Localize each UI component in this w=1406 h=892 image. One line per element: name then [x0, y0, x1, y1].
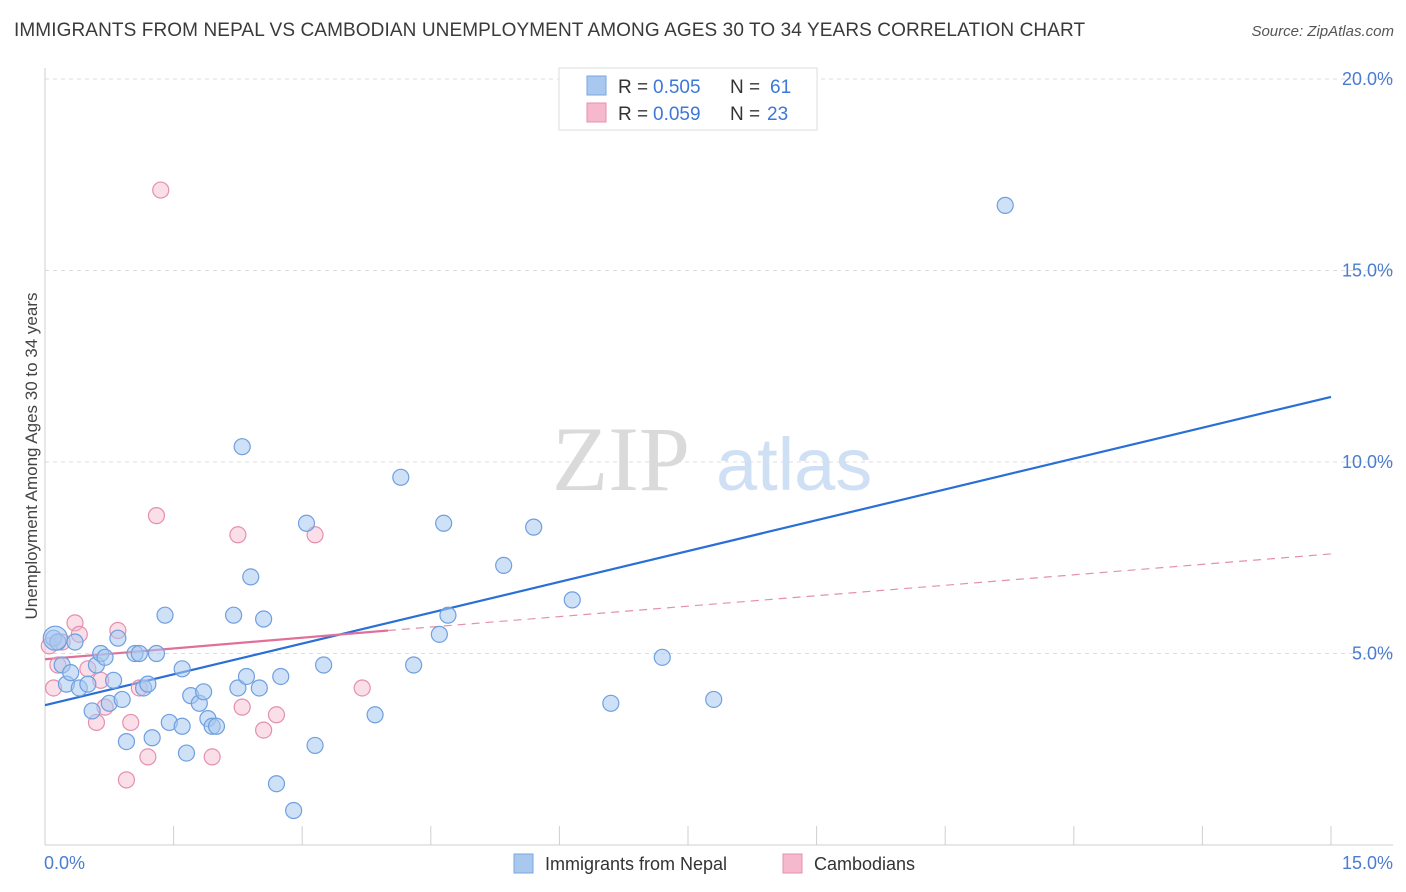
legend-swatch-nepal: [586, 75, 607, 96]
point-nepal: [306, 736, 324, 755]
point-nepal: [297, 514, 316, 532]
point-nepal: [173, 717, 191, 735]
point-nepal: [285, 801, 303, 820]
legend-n-value-nepal: 61: [770, 77, 791, 98]
axes: [44, 68, 1393, 846]
point-nepal: [405, 656, 423, 674]
point-nepal: [143, 729, 161, 747]
point-nepal: [147, 644, 166, 663]
point-nepal: [207, 717, 226, 735]
point-nepal: [392, 468, 410, 486]
point-nepal: [996, 196, 1014, 214]
point-nepal: [255, 610, 273, 628]
point-nepal: [79, 675, 97, 693]
legend-n-label-cambodians: N =: [730, 104, 765, 125]
point-nepal: [104, 671, 123, 689]
bottom-legend-label-cambodians: Cambodians: [814, 854, 915, 874]
bottom-legend-swatch-cambodians: [782, 853, 803, 874]
point-cambodians: [139, 748, 157, 766]
point-nepal: [195, 683, 213, 701]
point-cambodians: [306, 526, 324, 544]
point-nepal: [250, 679, 268, 697]
x-tick-label: 0.0%: [44, 853, 85, 873]
point-cambodians: [147, 507, 166, 525]
legend-swatch-cambodians: [586, 102, 607, 123]
trend-line-cambodians-extension: [387, 553, 1332, 632]
top-legend: R = 0.505 N = 61 R = 0.059 N = 23: [558, 67, 818, 131]
point-nepal: [233, 438, 251, 456]
trend-line-nepal: [44, 395, 1332, 707]
point-cambodians: [122, 713, 140, 732]
point-nepal: [177, 744, 196, 762]
legend-r-label-cambodians: R =: [618, 104, 653, 125]
data-points: [40, 181, 1014, 820]
point-nepal: [602, 694, 620, 712]
point-cambodians: [203, 748, 221, 766]
bottom-legend-swatch-nepal: [513, 853, 534, 874]
source-label: Source: ZipAtlas.com: [1251, 23, 1394, 40]
point-nepal: [113, 690, 131, 709]
point-nepal: [66, 633, 84, 651]
legend-r-value-cambodians: 0.059: [653, 104, 701, 125]
point-nepal: [225, 606, 243, 624]
y-tick-label: 10.0%: [1342, 452, 1393, 472]
y-tick-label: 5.0%: [1352, 644, 1393, 664]
point-nepal: [96, 648, 114, 666]
point-nepal: [130, 644, 148, 663]
point-nepal: [272, 667, 290, 686]
point-cambodians: [267, 706, 286, 724]
point-nepal: [237, 667, 256, 686]
point-nepal: [653, 648, 671, 666]
point-nepal: [156, 606, 174, 624]
y-tick-label: 15.0%: [1342, 261, 1393, 281]
point-nepal: [435, 514, 453, 532]
x-tick-label: 15.0%: [1342, 853, 1393, 873]
bottom-legend: Immigrants from Nepal Cambodians: [513, 853, 915, 874]
point-nepal: [563, 591, 581, 609]
point-nepal: [366, 706, 384, 724]
point-nepal: [109, 629, 127, 647]
point-nepal: [42, 625, 68, 651]
watermark-atlas: atlas: [716, 423, 872, 506]
watermark-zip: ZIP: [552, 408, 690, 510]
point-nepal: [242, 568, 260, 586]
legend-n-value-cambodians: 23: [767, 104, 788, 125]
tick-labels: 5.0% 10.0% 15.0% 20.0% 0.0% 15.0%: [44, 69, 1393, 873]
point-nepal: [173, 660, 191, 678]
point-nepal: [439, 606, 457, 624]
legend-r-label-nepal: R =: [618, 77, 653, 98]
point-nepal: [229, 679, 247, 697]
legend-r-value-nepal: 0.505: [653, 77, 701, 98]
point-nepal: [139, 675, 157, 693]
bottom-legend-label-nepal: Immigrants from Nepal: [545, 854, 727, 874]
point-cambodians: [117, 771, 136, 789]
chart-title: IMMIGRANTS FROM NEPAL VS CAMBODIAN UNEMP…: [14, 20, 1086, 41]
point-cambodians: [229, 526, 247, 544]
point-cambodians: [233, 698, 251, 716]
point-nepal: [705, 690, 723, 709]
legend-n-label-nepal: N =: [730, 77, 765, 98]
point-nepal: [117, 732, 136, 751]
point-cambodians: [152, 181, 170, 199]
y-axis-label: Unemployment Among Ages 30 to 34 years: [22, 293, 41, 620]
point-nepal: [495, 556, 513, 575]
point-nepal: [315, 656, 333, 674]
point-nepal: [83, 702, 101, 720]
point-cambodians: [255, 721, 273, 739]
point-nepal: [430, 625, 448, 643]
point-cambodians: [353, 679, 371, 697]
point-nepal: [525, 518, 543, 536]
grid-lines: [45, 78, 1393, 654]
point-nepal: [267, 775, 286, 793]
y-tick-label: 20.0%: [1342, 69, 1393, 89]
point-nepal: [62, 664, 80, 682]
